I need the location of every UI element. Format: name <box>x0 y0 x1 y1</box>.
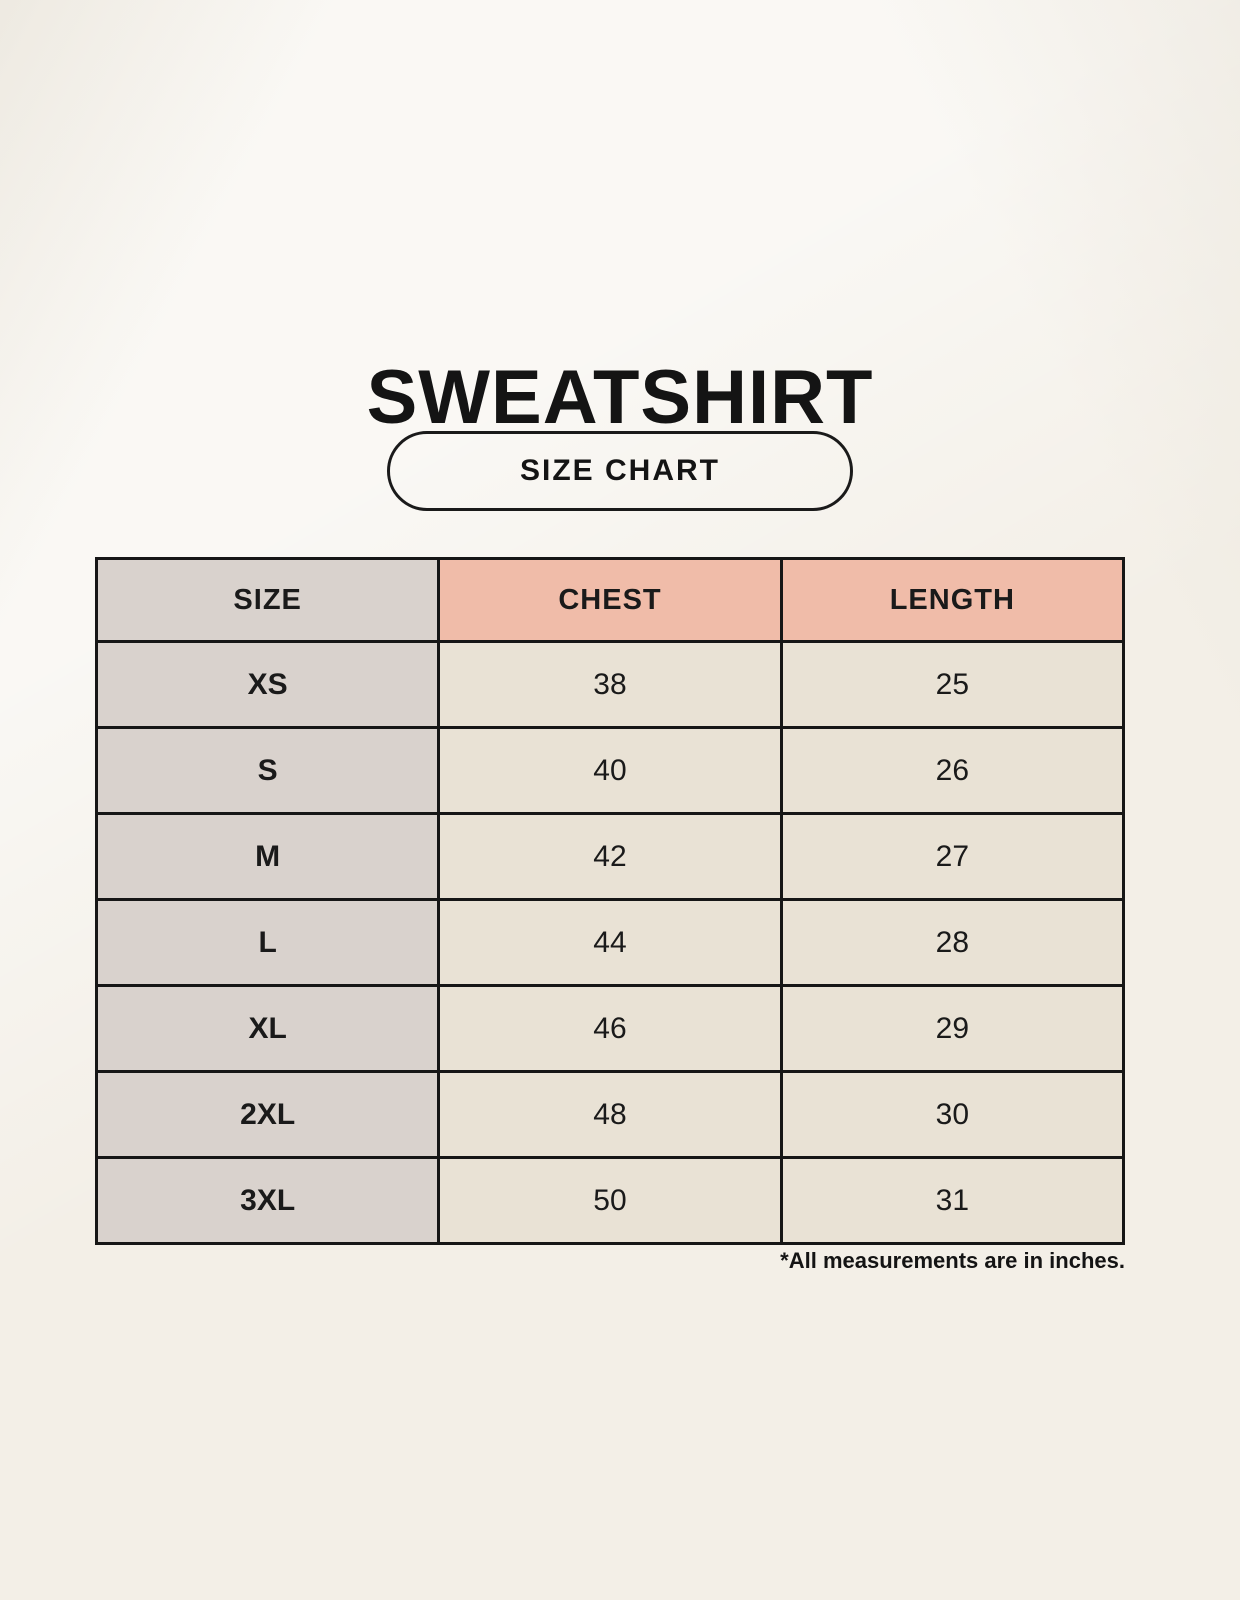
size-cell: S <box>94 726 441 815</box>
table-row: XS 38 25 <box>94 640 1126 729</box>
page-title: SWEATSHIRT <box>366 354 874 440</box>
size-cell: XS <box>94 640 441 729</box>
header-cell-size: SIZE <box>94 557 441 643</box>
length-cell: 31 <box>779 1156 1126 1245</box>
table-row: L 44 28 <box>94 898 1126 987</box>
size-cell: M <box>94 812 441 901</box>
measurement-note: *All measurements are in inches. <box>780 1248 1125 1273</box>
chest-cell: 42 <box>437 812 783 901</box>
chest-cell: 38 <box>437 640 783 729</box>
table-header-row: SIZE CHEST LENGTH <box>94 557 1126 643</box>
size-table: SIZE CHEST LENGTH XS 38 25 S 40 26 M 42 … <box>94 557 1126 1245</box>
chest-cell: 50 <box>437 1156 783 1245</box>
size-cell: L <box>94 898 441 987</box>
size-table-body: XS 38 25 S 40 26 M 42 27 L 44 28 XL 46 2… <box>94 640 1126 1245</box>
size-table-header: SIZE CHEST LENGTH <box>94 557 1126 643</box>
table-row: 2XL 48 30 <box>94 1070 1126 1159</box>
length-cell: 26 <box>779 726 1126 815</box>
table-row: 3XL 50 31 <box>94 1156 1126 1245</box>
table-row: XL 46 29 <box>94 984 1126 1073</box>
header-cell-chest: CHEST <box>437 557 783 643</box>
chest-cell: 44 <box>437 898 783 987</box>
length-cell: 30 <box>779 1070 1126 1159</box>
size-cell: 2XL <box>94 1070 441 1159</box>
size-cell: XL <box>94 984 441 1073</box>
size-chart-badge: SIZE CHART <box>387 431 853 511</box>
chest-cell: 48 <box>437 1070 783 1159</box>
size-chart-badge-label: SIZE CHART <box>520 454 720 487</box>
length-cell: 29 <box>779 984 1126 1073</box>
length-cell: 28 <box>779 898 1126 987</box>
length-cell: 27 <box>779 812 1126 901</box>
header-cell-length: LENGTH <box>779 557 1126 643</box>
size-cell: 3XL <box>94 1156 441 1245</box>
table-row: M 42 27 <box>94 812 1126 901</box>
chest-cell: 40 <box>437 726 783 815</box>
length-cell: 25 <box>779 640 1126 729</box>
chest-cell: 46 <box>437 984 783 1073</box>
table-row: S 40 26 <box>94 726 1126 815</box>
